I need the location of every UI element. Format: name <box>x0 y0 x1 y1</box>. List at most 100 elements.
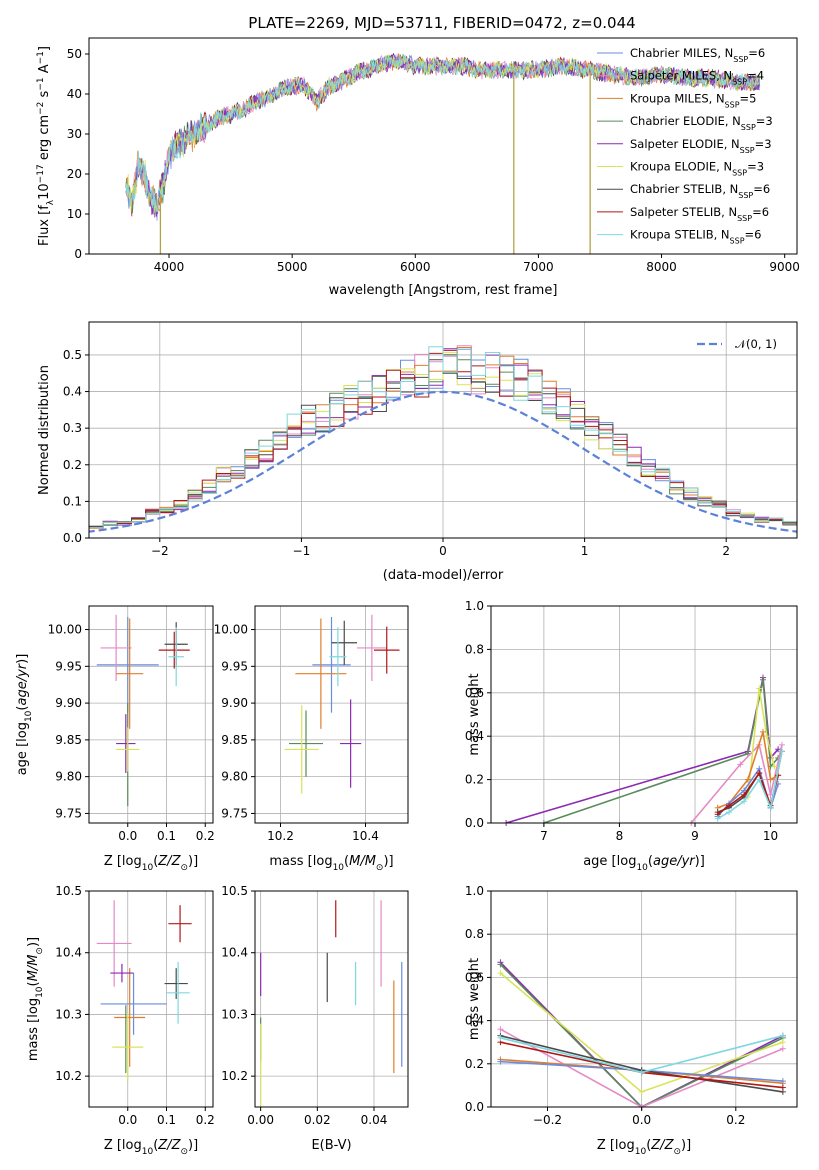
y-tick-label: 10.2 <box>55 1069 82 1083</box>
x-tick-label: 0.0 <box>118 1113 137 1127</box>
x-tick-label: 6000 <box>400 260 431 274</box>
x-axis-label: wavelength [Angstrom, rest frame] <box>329 283 558 298</box>
axes-4 <box>487 605 798 827</box>
x-tick-label: 0.2 <box>196 1113 215 1127</box>
legend-label-chabrier_miles: Chabrier MILES, NSSP=6 <box>630 46 765 64</box>
x-axis-label: Z [log10(Z/Z⊙)] <box>104 1138 198 1157</box>
x-tick-label: 0.00 <box>247 1113 274 1127</box>
y-tick-label: 0.2 <box>63 458 82 472</box>
x-axis-label: E(B-V) <box>311 1138 351 1153</box>
y-tick-label: 0.6 <box>465 686 484 700</box>
normal-curve <box>89 390 797 533</box>
legend-label-kroupa_miles: Kroupa MILES, NSSP=5 <box>630 91 756 109</box>
y-tick-label: 10.3 <box>221 1007 248 1021</box>
series-kroupa_elodie <box>747 688 776 798</box>
plot-frame <box>490 605 798 824</box>
y-tick-label: 10 <box>67 207 82 221</box>
axes-2 <box>85 605 214 827</box>
plot-frame <box>254 890 409 1108</box>
plot-frame <box>490 890 798 1108</box>
x-axis-label: (data-model)/error <box>383 568 504 583</box>
y-axis-label: mass weight <box>467 673 482 755</box>
y-tick-label: 0.6 <box>465 970 484 984</box>
y-tick-label: 9.80 <box>221 770 248 784</box>
y-axis-label: mass weight <box>467 958 482 1040</box>
x-tick-label: 9 <box>691 829 699 843</box>
x-tick-label: 0 <box>439 544 447 558</box>
x-tick-label: 9000 <box>769 260 800 274</box>
plot-frame <box>88 890 214 1108</box>
panel-2 <box>89 606 213 823</box>
y-tick-label: 30 <box>67 127 82 141</box>
y-tick-label: 0.0 <box>63 531 82 545</box>
y-tick-label: 0.2 <box>465 773 484 787</box>
histogram-kroupa_miles <box>89 347 797 532</box>
x-tick-label: −1 <box>293 544 311 558</box>
legend-label-salpeter_stelib: Salpeter STELIB, NSSP=6 <box>630 205 769 223</box>
axes-3 <box>251 605 409 827</box>
plot-frame <box>88 37 798 255</box>
x-tick-label: −0.2 <box>533 1113 562 1127</box>
x-tick-label: 0.1 <box>157 829 176 843</box>
y-tick-label: 0.4 <box>465 1014 484 1028</box>
y-tick-label: 1.0 <box>465 599 484 613</box>
y-tick-label: 1.0 <box>465 884 484 898</box>
y-tick-label: 10.00 <box>48 623 82 637</box>
legend-label-kroupa_elodie: Kroupa ELODIE, NSSP=3 <box>630 160 764 178</box>
y-tick-label: 10.00 <box>214 623 248 637</box>
y-tick-label: 10.2 <box>221 1069 248 1083</box>
y-tick-label: 0.8 <box>465 642 484 656</box>
spectrum-kroupa_elodie <box>125 54 760 213</box>
y-tick-label: 10.4 <box>55 946 82 960</box>
x-tick-label: 10.2 <box>267 829 294 843</box>
axes-5 <box>85 890 214 1111</box>
y-tick-label: 10.5 <box>221 884 248 898</box>
x-tick-label: 0.0 <box>118 829 137 843</box>
y-tick-label: 0.2 <box>465 1057 484 1071</box>
y-axis-label: mass [log10(M/M⊙)] <box>26 937 45 1061</box>
series-kroupa_stelib <box>717 751 783 820</box>
y-tick-label: 9.75 <box>55 806 82 820</box>
y-tick-label: 50 <box>67 47 82 61</box>
x-tick-label: 7000 <box>523 260 554 274</box>
y-tick-label: 10.5 <box>55 884 82 898</box>
plot-frame <box>254 605 409 824</box>
y-tick-label: 0.0 <box>465 1100 484 1114</box>
series-salpeter_miles <box>500 1028 784 1107</box>
x-axis-label: Z [log10(Z/Z⊙)] <box>104 854 198 873</box>
y-tick-label: 10.3 <box>55 1007 82 1021</box>
y-tick-label: 9.90 <box>221 696 248 710</box>
x-axis-label: mass [log10(M/M⊙)] <box>269 854 393 873</box>
x-tick-label: 5000 <box>277 260 308 274</box>
y-tick-label: 20 <box>67 167 82 181</box>
x-tick-label: 0.02 <box>304 1113 331 1127</box>
y-tick-label: 0.3 <box>63 421 82 435</box>
panel-6 <box>255 890 408 1107</box>
x-tick-label: 8 <box>616 829 624 843</box>
axes-1 <box>85 321 798 542</box>
y-tick-label: 40 <box>67 87 82 101</box>
y-axis-label: age [log10(age/yr)] <box>15 654 34 776</box>
axes-0 <box>85 37 798 258</box>
y-tick-label: 0.4 <box>465 729 484 743</box>
legend-label-salpeter_elodie: Salpeter ELODIE, NSSP=3 <box>630 137 772 155</box>
x-tick-label: 0.0 <box>632 1113 651 1127</box>
legend-normal-label: 𝒩(0, 1) <box>735 337 777 351</box>
y-tick-label: 9.85 <box>221 733 248 747</box>
y-tick-label: 0.8 <box>465 927 484 941</box>
plot-frame <box>88 605 214 824</box>
y-tick-label: 10.4 <box>221 946 248 960</box>
y-tick-label: 9.95 <box>221 659 248 673</box>
x-tick-label: 2 <box>722 544 730 558</box>
chart-title: PLATE=2269, MJD=53711, FIBERID=0472, z=0… <box>248 14 635 32</box>
x-axis-label: age [log10(age/yr)] <box>583 854 705 873</box>
legend-label-chabrier_elodie: Chabrier ELODIE, NSSP=3 <box>630 114 773 132</box>
y-tick-label: 9.85 <box>55 733 82 747</box>
y-axis-label: Normed distribution <box>37 365 52 495</box>
y-tick-label: 0.1 <box>63 494 82 508</box>
series-salpeter_miles <box>690 743 783 823</box>
axes-6 <box>251 890 409 1111</box>
panel-5 <box>89 890 213 1107</box>
x-tick-label: 10 <box>763 829 778 843</box>
